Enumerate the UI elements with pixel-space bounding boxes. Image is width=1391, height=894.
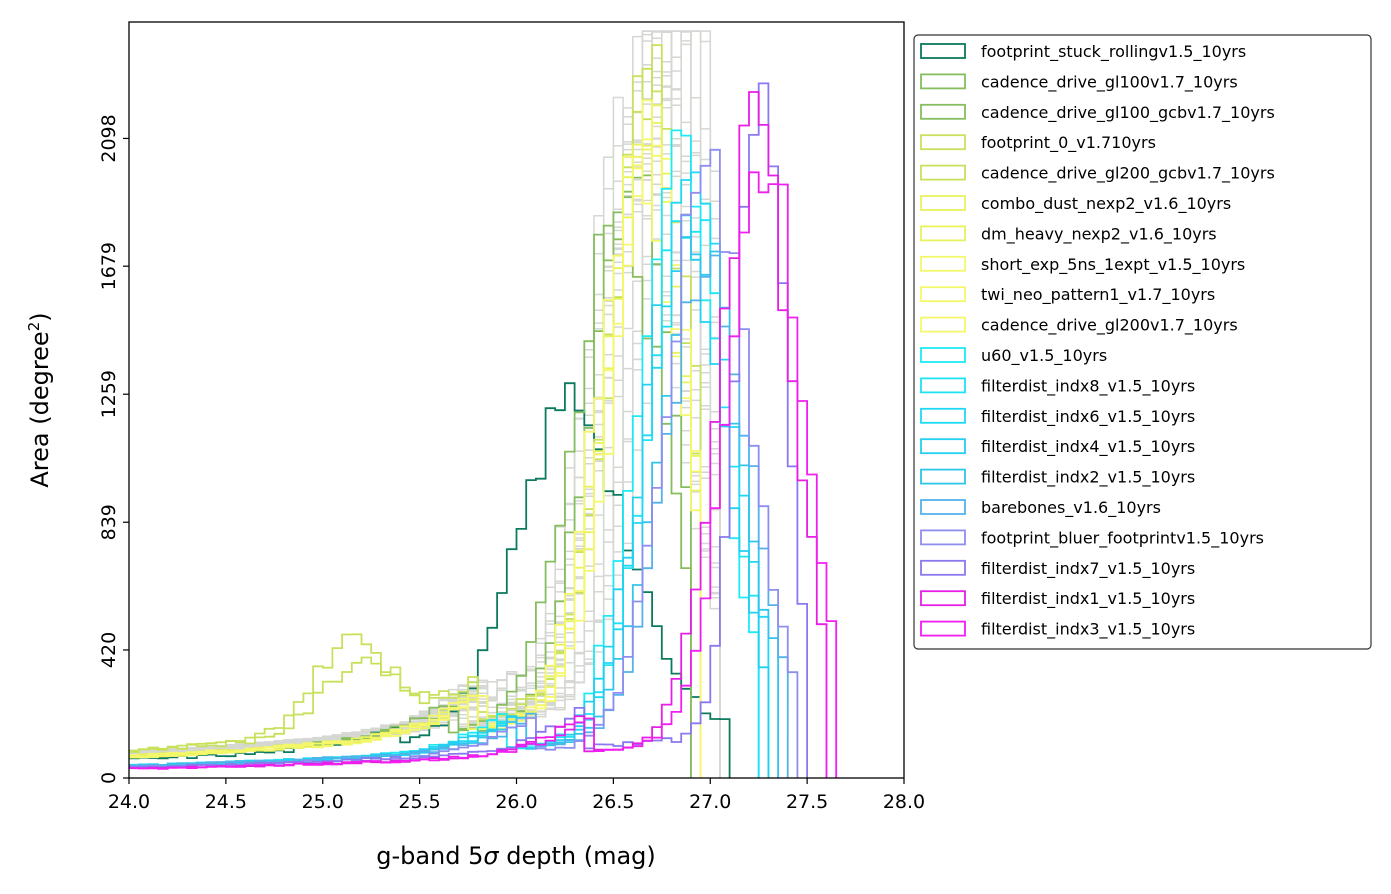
legend-swatch: [920, 377, 966, 394]
legend-label: combo_dust_nexp2_v1.6_10yrs: [981, 194, 1231, 214]
x-tick-label: 25.0: [302, 791, 344, 813]
legend-swatch: [920, 499, 966, 515]
series-histograms: [129, 44, 838, 779]
legend-label: footprint_stuck_rollingv1.5_10yrs: [981, 42, 1246, 62]
background-histogram-line: [129, 81, 721, 778]
series-histogram-line: [129, 171, 838, 778]
background-histogram-line: [129, 86, 721, 778]
legend-swatch: [920, 103, 966, 120]
series-histogram-line: [129, 144, 702, 778]
background-histogram-line: [129, 137, 721, 778]
background-histogram-line: [129, 30, 721, 778]
background-histogram-line: [129, 30, 721, 778]
background-histogram-line: [129, 57, 721, 778]
y-tick-label: 1259: [98, 370, 120, 418]
series-histogram-line: [129, 122, 702, 778]
legend-label: footprint_0_v1.710yrs: [981, 133, 1156, 153]
x-tick-label: 26.0: [495, 791, 537, 813]
legend-label: filterdist_indx2_v1.5_10yrs: [981, 468, 1195, 488]
x-axis-label: g-band 5σ depth (mag): [376, 842, 656, 870]
legend-label: twi_neo_pattern1_v1.7_10yrs: [981, 285, 1215, 305]
x-tick-label: 25.5: [398, 791, 440, 813]
legend-label: filterdist_indx4_v1.5_10yrs: [981, 437, 1195, 457]
series-histogram-line: [129, 171, 770, 778]
legend: footprint_stuck_rollingv1.5_10yrscadence…: [913, 34, 1372, 650]
y-tick-label: 839: [98, 504, 120, 540]
legend-label: cadence_drive_gl100_gcbv1.7_10yrs: [981, 103, 1275, 123]
legend-swatch: [920, 438, 966, 455]
legend-label: cadence_drive_gl200v1.7_10yrs: [981, 316, 1238, 336]
x-tick-label: 24.0: [108, 791, 150, 813]
legend-label: short_exp_5ns_1expt_v1.5_10yrs: [981, 255, 1245, 275]
legend-swatch: [920, 559, 966, 576]
legend-label: u60_v1.5_10yrs: [981, 346, 1107, 366]
background-histogram-line: [129, 60, 721, 778]
y-tick-label: 2098: [98, 114, 120, 162]
legend-swatch: [920, 407, 966, 424]
y-tick-label: 1679: [98, 242, 120, 290]
legend-swatch: [920, 43, 966, 59]
background-histogram-line: [129, 146, 721, 778]
background-histogram-line: [129, 30, 721, 778]
x-tick-label: 24.5: [205, 791, 247, 813]
legend-swatch: [920, 195, 966, 211]
series-histogram-line: [129, 99, 702, 778]
legend-swatch: [920, 620, 966, 637]
background-histogram-line: [129, 139, 721, 778]
background-histogram-line: [129, 30, 721, 778]
legend-label: filterdist_indx1_v1.5_10yrs: [981, 589, 1195, 609]
legend-swatch: [920, 134, 966, 151]
series-histogram-line: [129, 82, 808, 778]
x-tick-label: 27.0: [689, 791, 731, 813]
y-axis-label: Area (degree2): [25, 312, 54, 487]
series-histogram-line: [129, 148, 799, 778]
x-axis-ticks: 24.0 24.5 25.0 25.5 26.0 26.5 27.0 27.5 28.0: [108, 778, 925, 813]
legend-label: filterdist_indx8_v1.5_10yrs: [981, 376, 1195, 396]
legend-swatch: [920, 316, 966, 333]
background-histograms: [129, 30, 721, 778]
background-histogram-line: [129, 30, 721, 778]
legend-label: cadence_drive_gl200_gcbv1.7_10yrs: [981, 164, 1275, 184]
background-histogram-line: [129, 30, 721, 778]
legend-label: cadence_drive_gl100v1.7_10yrs: [981, 72, 1238, 92]
background-histogram-line: [129, 30, 721, 778]
legend-swatch: [920, 255, 966, 272]
legend-swatch: [920, 73, 966, 90]
background-histogram-line: [129, 76, 721, 778]
legend-label: dm_heavy_nexp2_v1.6_10yrs: [981, 224, 1217, 244]
series-histogram-line: [129, 129, 760, 778]
series-histogram-line: [129, 104, 702, 778]
series-histogram-line: [129, 44, 702, 778]
series-histogram-line: [129, 67, 702, 778]
legend-label: barebones_v1.6_10yrs: [981, 498, 1161, 518]
legend-label: filterdist_indx3_v1.5_10yrs: [981, 620, 1195, 640]
series-histogram-line: [129, 219, 760, 778]
background-histogram-line: [129, 30, 721, 778]
x-tick-label: 28.0: [883, 791, 925, 813]
x-tick-label: 27.5: [786, 791, 828, 813]
series-histogram-line: [129, 138, 702, 778]
x-tick-label: 26.5: [592, 791, 634, 813]
legend-swatch: [920, 529, 966, 546]
y-tick-label: 420: [98, 632, 120, 668]
legend-swatch: [920, 225, 966, 242]
legend-label: filterdist_indx6_v1.5_10yrs: [981, 407, 1195, 427]
background-histogram-line: [129, 30, 721, 778]
background-histogram-line: [129, 154, 721, 778]
legend-swatch: [920, 347, 966, 363]
legend-swatch: [920, 286, 966, 303]
legend-label: filterdist_indx7_v1.5_10yrs: [981, 559, 1195, 579]
legend-swatch: [920, 164, 966, 181]
legend-label: footprint_bluer_footprintv1.5_10yrs: [981, 528, 1264, 548]
legend-frame: [913, 34, 1372, 650]
y-tick-label: 0: [98, 772, 120, 784]
background-histogram-line: [129, 141, 721, 778]
legend-swatch: [920, 590, 966, 607]
legend-swatch: [920, 468, 966, 485]
y-axis-ticks: 0 420 839 1259 1679 2098: [98, 114, 129, 784]
